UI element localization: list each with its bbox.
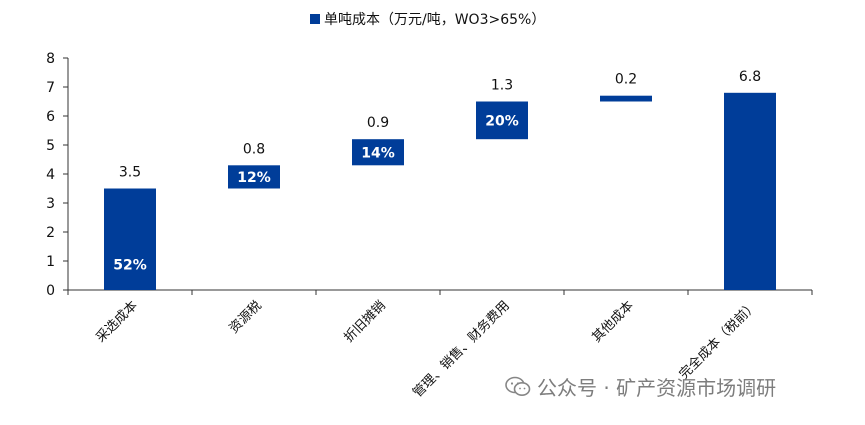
legend-label: 单吨成本（万元/吨，WO3>65%） xyxy=(324,12,546,28)
y-axis: 0 1 2 3 4 5 6 7 8 xyxy=(46,51,69,299)
x-category-label: 采选成本 xyxy=(93,298,140,345)
bar xyxy=(104,188,156,290)
y-tick-label: 3 xyxy=(46,196,55,212)
x-category-label: 管理、销售、财务费用 xyxy=(410,298,513,401)
legend-swatch xyxy=(310,14,320,24)
y-tick-label: 5 xyxy=(46,138,55,154)
y-tick-label: 8 xyxy=(46,51,55,67)
bar-percent-label: 52% xyxy=(113,257,147,273)
bars xyxy=(104,92,776,290)
y-tick-label: 0 xyxy=(46,283,55,299)
bar xyxy=(228,165,280,189)
value-label: 0.2 xyxy=(615,72,637,88)
value-label: 0.8 xyxy=(243,141,265,157)
bar-percent-label: 12% xyxy=(237,170,271,186)
value-label: 6.8 xyxy=(739,69,761,85)
data-labels: 3.5 52% 0.8 12% 0.9 14% 1.3 20% 0.2 6.8 xyxy=(113,69,761,273)
y-tick-label: 1 xyxy=(46,254,55,270)
bar xyxy=(724,92,776,290)
y-tick-label: 4 xyxy=(46,167,55,183)
y-tick-label: 2 xyxy=(46,225,55,241)
value-label: 0.9 xyxy=(367,115,389,131)
watermark-text: 公众号 · 矿产资源市场调研 xyxy=(537,376,777,400)
y-tick-label: 6 xyxy=(46,109,55,125)
y-tick-label: 7 xyxy=(46,80,55,96)
value-label: 1.3 xyxy=(491,78,513,94)
bar-percent-label: 14% xyxy=(361,145,395,161)
value-label: 3.5 xyxy=(119,165,141,181)
x-category-label: 其他成本 xyxy=(589,298,636,345)
bar-percent-label: 20% xyxy=(485,113,519,129)
bar xyxy=(476,101,528,140)
bar xyxy=(600,95,652,102)
x-category-label: 完全成本（税前） xyxy=(676,298,761,383)
chart-legend: 单吨成本（万元/吨，WO3>65%） xyxy=(310,9,545,29)
watermark: 公众号 · 矿产资源市场调研 xyxy=(505,372,776,401)
wechat-icon xyxy=(505,376,531,396)
bar xyxy=(352,139,404,166)
x-category-label: 折旧摊销 xyxy=(341,298,388,345)
x-category-label: 资源税 xyxy=(227,298,265,336)
